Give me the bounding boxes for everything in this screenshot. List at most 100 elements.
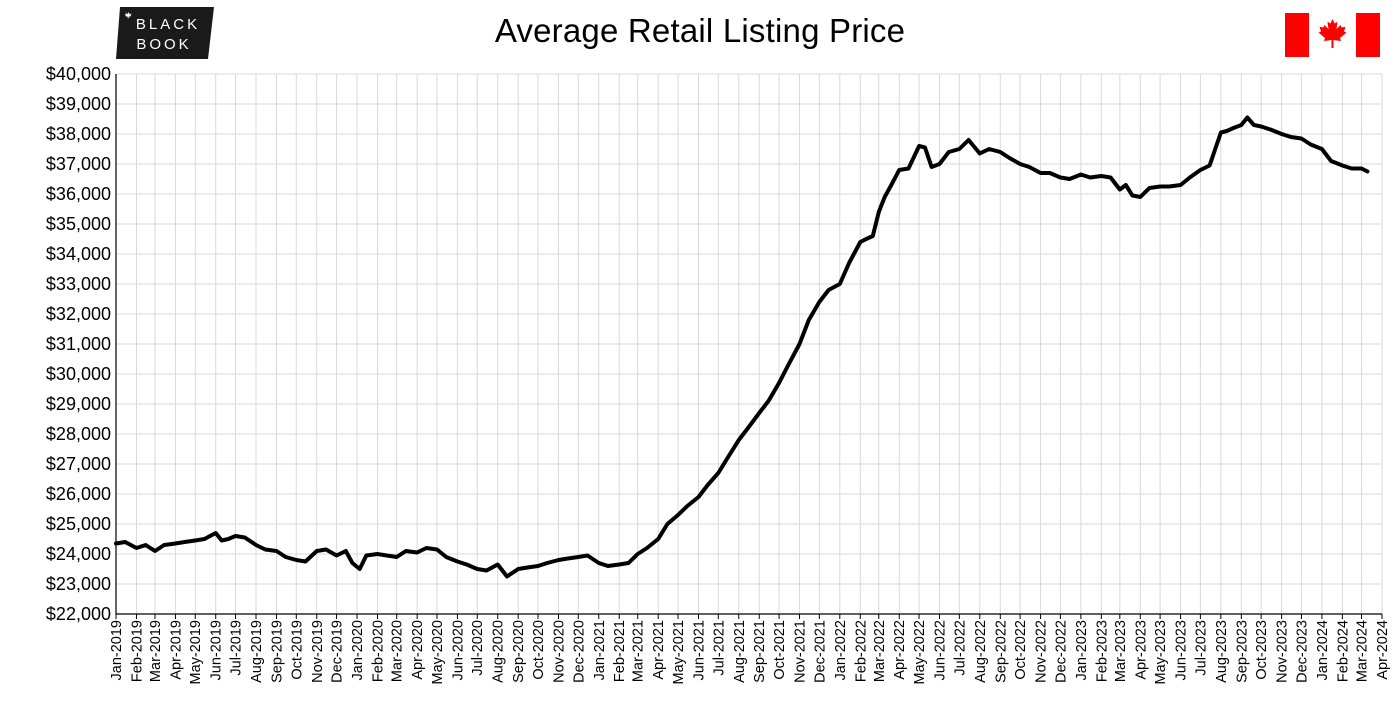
y-tick-label: $27,000 (46, 454, 111, 474)
x-tick-label: Aug-2019 (249, 620, 265, 683)
data-point (958, 148, 961, 150)
x-tick-label: Oct-2023 (1254, 620, 1270, 680)
data-point (1049, 172, 1051, 174)
data-point (758, 412, 761, 414)
data-point (1059, 176, 1062, 179)
chart-header: BLACK BOOK Average Retail Listing Price (0, 0, 1400, 66)
x-tick-label: Mar-2024 (1355, 620, 1371, 682)
x-tick-label: Apr-2020 (410, 620, 426, 680)
x-tick-label: Apr-2022 (892, 620, 908, 680)
y-tick-label: $24,000 (46, 544, 111, 564)
x-tick-label: Sep-2022 (993, 620, 1009, 683)
data-point (1100, 175, 1103, 177)
data-point (677, 514, 679, 516)
data-point (1253, 124, 1255, 126)
data-point (865, 238, 868, 240)
data-point (385, 554, 388, 557)
x-tick-label: Nov-2020 (551, 620, 567, 683)
data-point (174, 542, 177, 545)
x-tick-label: Oct-2022 (1013, 620, 1029, 680)
data-point (859, 241, 862, 243)
data-point (1226, 130, 1228, 132)
y-tick-label: $28,000 (46, 424, 111, 444)
x-tick-label: Nov-2023 (1275, 620, 1291, 683)
x-tick-label: Feb-2023 (1094, 620, 1110, 682)
x-tick-label: Aug-2022 (973, 620, 989, 683)
data-point (220, 539, 223, 542)
data-point (264, 548, 267, 551)
data-point (697, 496, 700, 498)
x-tick-label: Apr-2023 (1133, 620, 1149, 680)
data-point (465, 563, 468, 566)
data-point (597, 562, 600, 564)
x-tick-label: Dec-2021 (812, 620, 828, 683)
data-point (666, 523, 669, 525)
data-point (255, 544, 257, 546)
data-point (1232, 127, 1235, 129)
series-line (114, 115, 1370, 579)
data-point (818, 301, 821, 303)
x-tick-label: Jul-2023 (1193, 620, 1209, 676)
data-point (839, 283, 841, 285)
data-point (476, 568, 479, 570)
data-point (1131, 194, 1134, 197)
data-point (1220, 131, 1222, 134)
x-tick-label: Jan-2019 (109, 620, 125, 680)
data-point (395, 556, 398, 558)
data-point (537, 565, 539, 567)
data-point (1028, 166, 1031, 168)
black-book-logo: BLACK BOOK (116, 7, 214, 59)
data-point (1280, 133, 1283, 135)
x-tick-label: Jan-2023 (1074, 620, 1090, 680)
y-tick-label: $34,000 (46, 244, 111, 264)
data-point (154, 550, 156, 552)
data-point (979, 152, 981, 155)
data-point (607, 565, 609, 567)
x-tick-label: Feb-2022 (853, 620, 869, 682)
data-point (1189, 176, 1191, 179)
x-tick-label: May-2022 (912, 620, 928, 684)
data-point (1360, 167, 1363, 170)
data-point (706, 484, 709, 486)
x-tick-label: Apr-2019 (168, 620, 184, 680)
data-point (115, 542, 117, 545)
x-axis-tick-labels: Jan-2019 Feb-2019 Mar-2019 Apr-2019 May-2019… (109, 620, 1391, 684)
data-point (883, 196, 886, 198)
data-point (1089, 176, 1091, 179)
data-point (967, 139, 970, 141)
data-point (898, 169, 901, 171)
x-tick-label: Feb-2024 (1335, 620, 1351, 682)
data-point (1168, 185, 1171, 188)
x-tick-label: Aug-2021 (732, 620, 748, 683)
data-point (657, 538, 659, 540)
data-point (988, 148, 990, 150)
data-point (1240, 124, 1243, 126)
y-tick-label: $32,000 (46, 304, 111, 324)
x-tick-label: May-2023 (1153, 620, 1169, 684)
x-tick-label: Jan-2022 (833, 620, 849, 680)
y-tick-label: $38,000 (46, 124, 111, 144)
x-tick-label: Oct-2020 (531, 620, 547, 680)
logo-line-1: BLACK (136, 16, 200, 33)
data-point (924, 146, 926, 149)
x-tick-label: Sep-2021 (752, 620, 768, 683)
data-point (767, 400, 770, 402)
y-tick-label: $37,000 (46, 154, 111, 174)
data-point (1350, 167, 1353, 170)
x-tick-label: Mar-2023 (1113, 620, 1129, 682)
data-point (907, 167, 910, 170)
data-point (827, 289, 830, 291)
data-point (586, 554, 589, 557)
data-point (930, 166, 933, 168)
data-point (284, 556, 287, 558)
data-point (1208, 164, 1211, 167)
data-point (1148, 187, 1151, 189)
data-point (872, 235, 874, 237)
x-tick-label: Jul-2021 (711, 620, 727, 676)
data-point (358, 568, 361, 570)
data-point (485, 569, 488, 572)
series (114, 115, 1370, 579)
data-point (1300, 137, 1303, 140)
data-point (234, 535, 237, 537)
data-point (275, 550, 278, 552)
